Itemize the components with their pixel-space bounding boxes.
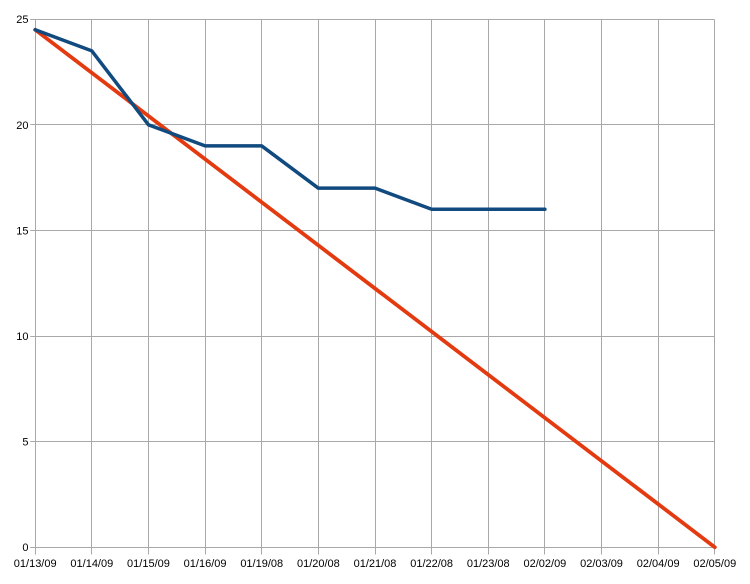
svg-text:01/21/08: 01/21/08 [354, 558, 397, 570]
svg-text:5: 5 [22, 437, 28, 449]
svg-text:01/23/08: 01/23/08 [467, 558, 510, 570]
svg-text:01/16/09: 01/16/09 [184, 558, 227, 570]
svg-text:02/04/09: 02/04/09 [637, 558, 680, 570]
svg-text:25: 25 [16, 14, 28, 26]
svg-text:01/19/08: 01/19/08 [240, 558, 283, 570]
svg-text:02/02/09: 02/02/09 [523, 558, 566, 570]
svg-text:20: 20 [16, 120, 28, 132]
svg-text:10: 10 [16, 331, 28, 343]
svg-text:01/22/08: 01/22/08 [410, 558, 453, 570]
svg-text:02/03/09: 02/03/09 [580, 558, 623, 570]
svg-text:01/13/09: 01/13/09 [14, 558, 57, 570]
svg-text:01/15/09: 01/15/09 [127, 558, 170, 570]
svg-text:02/05/09: 02/05/09 [693, 558, 736, 570]
svg-text:15: 15 [16, 225, 28, 237]
svg-text:0: 0 [22, 542, 28, 554]
svg-text:01/14/09: 01/14/09 [70, 558, 113, 570]
svg-text:01/20/08: 01/20/08 [297, 558, 340, 570]
